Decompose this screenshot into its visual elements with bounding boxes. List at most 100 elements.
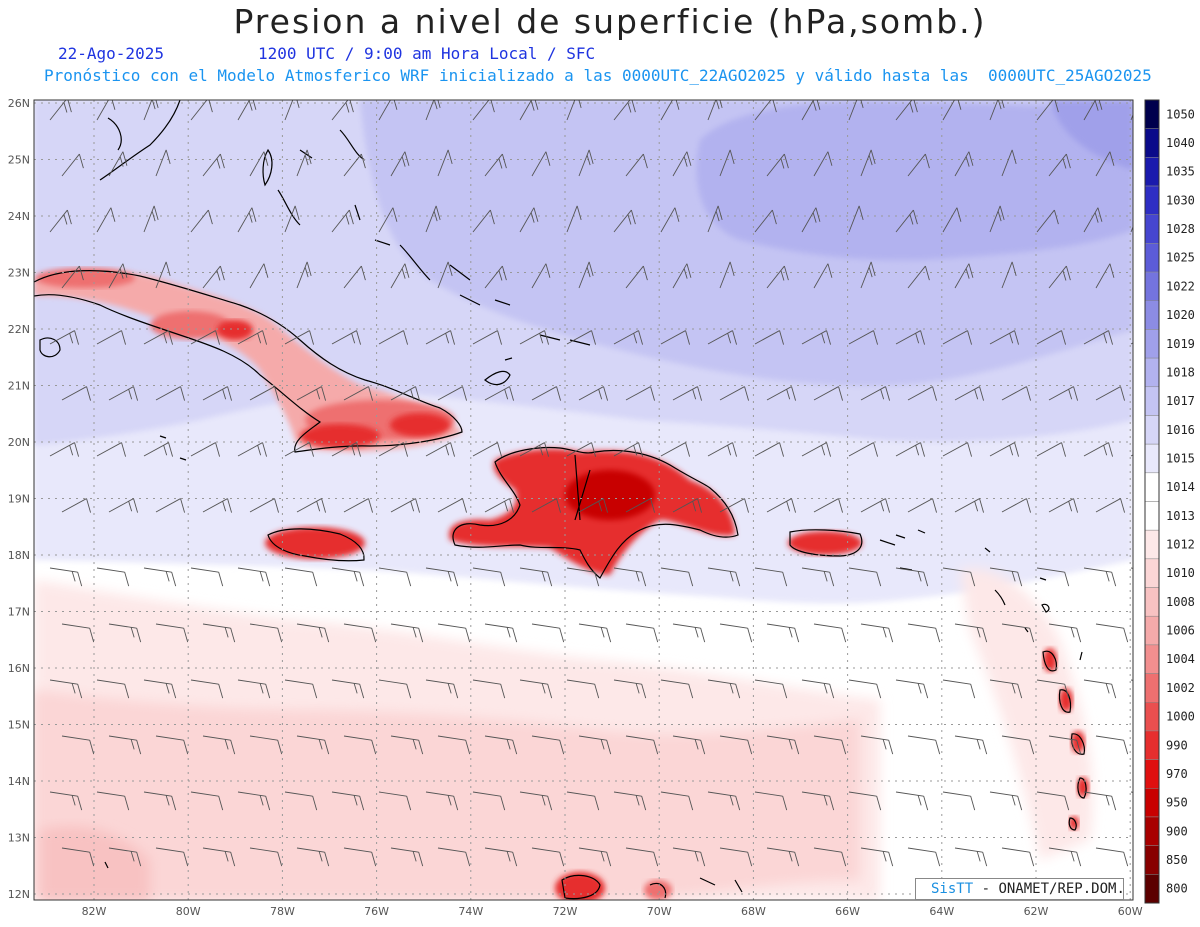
wind-barb xyxy=(437,149,453,177)
wind-barb xyxy=(860,623,894,643)
lon-label: 64W xyxy=(929,905,954,918)
wind-barb xyxy=(860,261,876,289)
wind-barb xyxy=(895,567,929,587)
wind-barb xyxy=(801,100,821,121)
wind-barb xyxy=(1083,679,1117,699)
wind-barb xyxy=(848,567,882,587)
wind-barb xyxy=(108,623,142,643)
wind-barb xyxy=(895,791,929,811)
wind-barb xyxy=(613,442,644,457)
wind-barb xyxy=(754,442,785,457)
colorbar-label: 1004 xyxy=(1166,652,1195,666)
wind-barb xyxy=(801,330,832,345)
wind-barb xyxy=(566,567,600,587)
wind-barb xyxy=(907,847,941,867)
wind-barb xyxy=(613,330,644,345)
wind-barb xyxy=(1048,623,1082,643)
wind-barb xyxy=(202,498,233,513)
wind-barb xyxy=(766,386,797,401)
wind-barb xyxy=(860,149,876,177)
lon-label: 70W xyxy=(647,905,672,918)
colorbar-swatch xyxy=(1144,243,1160,273)
wind-barb xyxy=(390,151,410,177)
wind-barb xyxy=(237,442,268,457)
wind-barb xyxy=(49,330,80,345)
wind-barb xyxy=(155,735,189,755)
wind-barb xyxy=(766,153,789,177)
wind-barb xyxy=(520,904,552,922)
wind-barb xyxy=(707,205,723,233)
wind-barb xyxy=(907,735,941,755)
wind-barb xyxy=(708,904,740,922)
colorbar-swatch xyxy=(1144,271,1160,302)
wind-barb xyxy=(813,735,847,755)
lat-label: 20N xyxy=(8,436,30,449)
agency-label: - ONAMET/REP.DOM. xyxy=(981,881,1125,897)
wind-barb xyxy=(1083,207,1103,233)
wind-barb xyxy=(155,386,186,401)
colorbar-swatch xyxy=(1144,558,1160,588)
wind-barb xyxy=(907,386,938,401)
lon-label: 78W xyxy=(270,905,295,918)
wind-barb xyxy=(284,100,300,121)
wind-barb xyxy=(472,442,503,457)
wind-barb xyxy=(108,847,142,867)
wind-barb xyxy=(519,567,553,587)
wind-barb xyxy=(237,679,271,699)
colorbar-swatch xyxy=(1144,788,1160,818)
wind-barb xyxy=(719,847,753,867)
wind-barb xyxy=(331,567,365,587)
wind-barb xyxy=(766,735,800,755)
wind-barb xyxy=(390,847,424,867)
wind-barb xyxy=(707,442,738,457)
colorbar-label: 1012 xyxy=(1166,538,1195,552)
wind-barb xyxy=(707,100,723,121)
wind-barb xyxy=(625,386,656,401)
wind-barb xyxy=(766,265,789,289)
colorbar-swatch xyxy=(1144,329,1160,359)
colorbar-swatch xyxy=(1144,300,1160,330)
colorbar-swatch xyxy=(1144,501,1160,531)
wind-barb xyxy=(1036,567,1070,587)
wind-barb xyxy=(719,261,735,289)
wind-barb xyxy=(531,735,565,755)
wind-barb xyxy=(519,100,539,121)
wind-barb xyxy=(531,263,551,289)
wind-barb xyxy=(190,442,221,457)
wind-barb xyxy=(801,567,835,587)
lat-label: 19N xyxy=(8,493,30,506)
wind-barb xyxy=(766,498,797,513)
wind-barb xyxy=(813,847,847,867)
wind-barb xyxy=(378,100,398,121)
valid-time: 1200 UTC / 9:00 am Hora Local / SFC xyxy=(258,44,596,63)
wind-barb xyxy=(954,498,985,513)
wind-barb xyxy=(296,261,312,289)
wind-barb xyxy=(907,153,930,177)
wind-barb xyxy=(296,498,327,513)
colorbar-label: 1006 xyxy=(1166,624,1195,638)
wind-barb xyxy=(143,791,177,811)
wind-barb xyxy=(578,735,612,755)
wind-barb xyxy=(895,330,926,345)
wind-barb xyxy=(1048,153,1071,177)
wind-barb xyxy=(1048,386,1079,401)
colorbar-label: 1014 xyxy=(1166,480,1195,494)
wind-barb xyxy=(942,330,973,345)
wind-barb xyxy=(1048,498,1079,513)
wind-barb xyxy=(531,386,562,401)
wind-barb xyxy=(143,330,174,345)
wind-barb xyxy=(1001,847,1035,867)
forecast-date: 22-Ago-2025 xyxy=(58,44,164,63)
wind-barb xyxy=(378,567,412,587)
wind-barb xyxy=(942,791,976,811)
wind-barb xyxy=(332,904,364,922)
wind-barb xyxy=(472,209,495,233)
wind-barb xyxy=(155,261,171,289)
wind-barb xyxy=(143,567,177,587)
wind-barb xyxy=(61,265,84,289)
lat-label: 26N xyxy=(8,97,30,110)
wind-barb xyxy=(989,679,1023,699)
wind-barb xyxy=(472,791,506,811)
longitude-labels: 82W 80W 78W 76W 74W 72W 70W 68W 66W 64W 62W 60W xyxy=(82,905,1143,918)
wind-barb xyxy=(296,623,330,643)
